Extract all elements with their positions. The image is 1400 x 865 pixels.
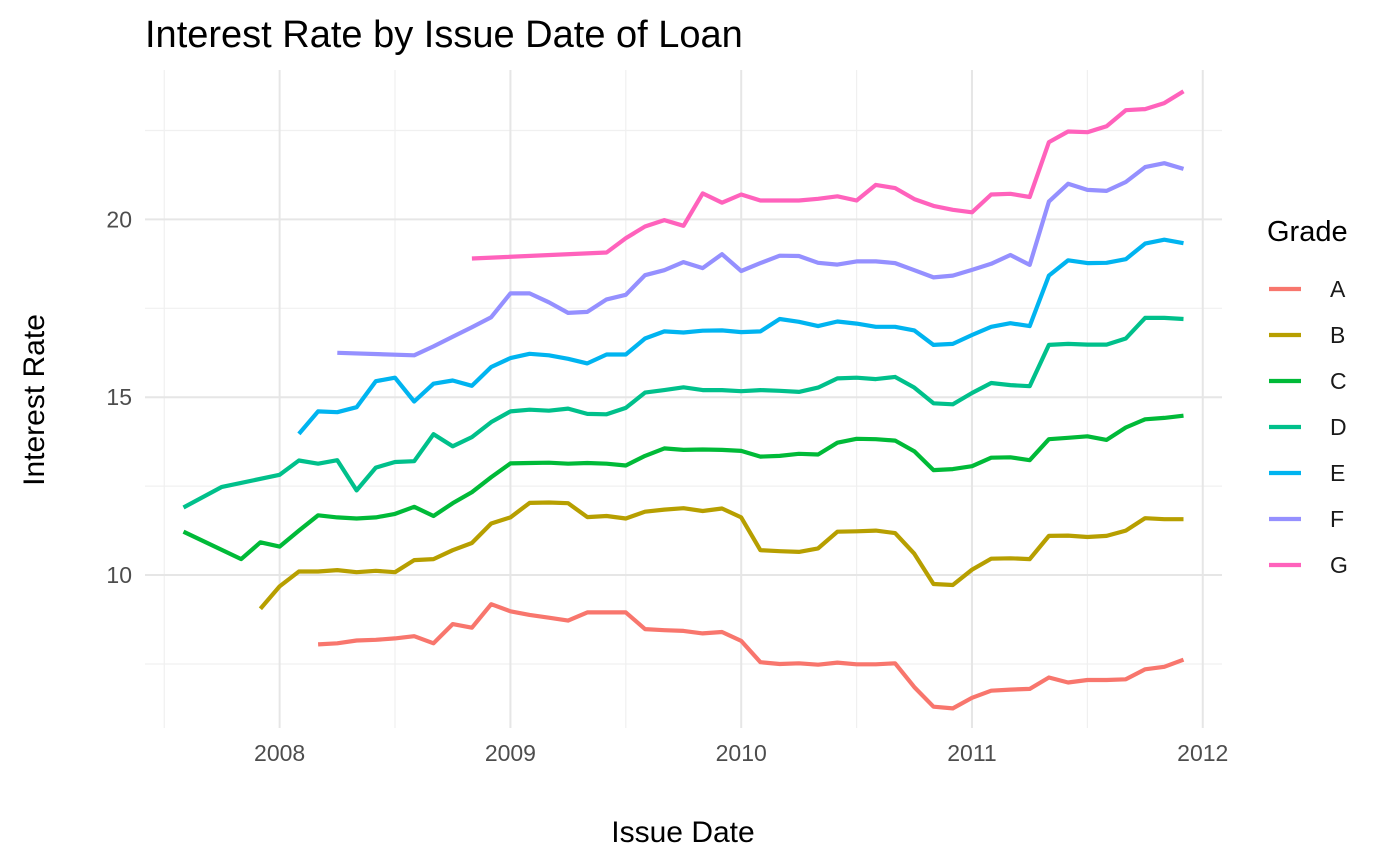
legend-label-e: E — [1330, 460, 1345, 486]
x-tick-label: 2008 — [254, 740, 305, 766]
x-tick-label: 2009 — [485, 740, 536, 766]
series-line-c — [182, 413, 1184, 562]
x-axis-ticks: 2008 2009 2010 2011 2012 — [254, 740, 1228, 766]
grid — [145, 70, 1222, 728]
y-axis-title: Interest Rate — [18, 314, 51, 486]
series-line-a — [317, 602, 1185, 711]
y-axis-ticks: 10 15 20 — [106, 206, 132, 588]
x-tick-label: 2011 — [947, 740, 996, 766]
series-line-b — [258, 500, 1184, 611]
y-tick-label: 10 — [106, 562, 132, 588]
series-line-d — [182, 315, 1184, 510]
y-tick-label: 15 — [106, 384, 132, 410]
series-layer — [182, 89, 1185, 711]
x-tick-label: 2010 — [716, 740, 767, 766]
legend-label-g: G — [1330, 552, 1348, 578]
legend-label-d: D — [1330, 414, 1347, 440]
y-tick-label: 20 — [106, 206, 132, 232]
series-line-f — [337, 161, 1185, 358]
legend-label-b: B — [1330, 322, 1345, 348]
legend-title: Grade — [1267, 216, 1348, 248]
series-line-e — [297, 237, 1184, 436]
legend-label-a: A — [1330, 276, 1346, 302]
x-tick-label: 2012 — [1177, 740, 1228, 766]
series-line-g — [471, 89, 1185, 261]
legend-label-c: C — [1330, 368, 1347, 394]
chart-title: Interest Rate by Issue Date of Loan — [145, 14, 743, 56]
x-axis-title: Issue Date — [611, 816, 754, 849]
legend-label-f: F — [1330, 506, 1344, 532]
